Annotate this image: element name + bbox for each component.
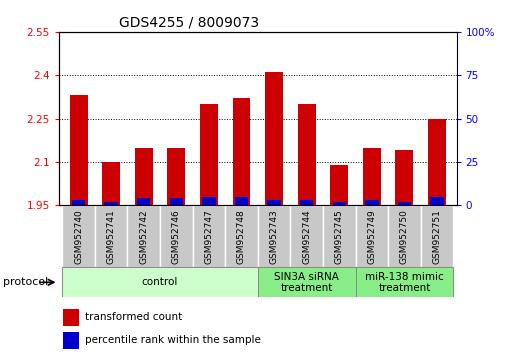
Bar xyxy=(62,267,258,297)
Text: GSM952747: GSM952747 xyxy=(204,209,213,264)
Text: GSM952750: GSM952750 xyxy=(400,209,409,264)
Text: GSM952744: GSM952744 xyxy=(302,209,311,264)
Text: GSM952751: GSM952751 xyxy=(432,209,442,264)
Bar xyxy=(298,104,315,205)
Bar xyxy=(62,205,95,267)
Text: miR-138 mimic
treatment: miR-138 mimic treatment xyxy=(365,272,444,293)
Bar xyxy=(356,267,453,297)
Bar xyxy=(200,104,218,205)
Bar xyxy=(258,205,290,267)
Bar xyxy=(225,205,258,267)
Bar xyxy=(235,197,248,205)
Bar xyxy=(290,205,323,267)
Bar xyxy=(258,267,356,297)
Bar xyxy=(398,202,411,205)
Bar xyxy=(323,205,356,267)
Text: GSM952743: GSM952743 xyxy=(269,209,279,264)
Text: GSM952746: GSM952746 xyxy=(172,209,181,264)
Bar xyxy=(127,205,160,267)
Bar xyxy=(265,72,283,205)
Bar xyxy=(137,198,150,205)
Bar xyxy=(72,200,85,205)
Text: GSM952748: GSM952748 xyxy=(237,209,246,264)
Text: GSM952740: GSM952740 xyxy=(74,209,83,264)
Bar xyxy=(192,205,225,267)
Bar xyxy=(63,309,79,326)
Text: GSM952749: GSM952749 xyxy=(367,209,377,264)
Text: GSM952742: GSM952742 xyxy=(139,209,148,264)
Bar xyxy=(430,197,444,205)
Bar xyxy=(330,165,348,205)
Bar xyxy=(267,200,281,205)
Bar xyxy=(363,148,381,205)
Bar xyxy=(332,202,346,205)
Bar xyxy=(388,205,421,267)
Bar xyxy=(135,148,153,205)
Bar xyxy=(232,98,250,205)
Text: control: control xyxy=(142,277,178,287)
Bar xyxy=(70,96,88,205)
Bar xyxy=(102,162,120,205)
Bar xyxy=(63,332,79,349)
Bar xyxy=(202,197,215,205)
Bar xyxy=(365,200,379,205)
Bar xyxy=(396,150,413,205)
Text: percentile rank within the sample: percentile rank within the sample xyxy=(85,335,261,346)
Bar xyxy=(167,148,185,205)
Bar xyxy=(105,202,118,205)
Text: GDS4255 / 8009073: GDS4255 / 8009073 xyxy=(119,15,259,29)
Text: GSM952745: GSM952745 xyxy=(335,209,344,264)
Text: protocol: protocol xyxy=(3,277,48,287)
Bar xyxy=(170,198,183,205)
Bar xyxy=(95,205,127,267)
Bar xyxy=(300,200,313,205)
Bar xyxy=(421,205,453,267)
Bar xyxy=(356,205,388,267)
Bar xyxy=(428,119,446,205)
Text: SIN3A siRNA
treatment: SIN3A siRNA treatment xyxy=(274,272,339,293)
Bar xyxy=(160,205,192,267)
Text: GSM952741: GSM952741 xyxy=(107,209,115,264)
Text: transformed count: transformed count xyxy=(85,312,182,322)
